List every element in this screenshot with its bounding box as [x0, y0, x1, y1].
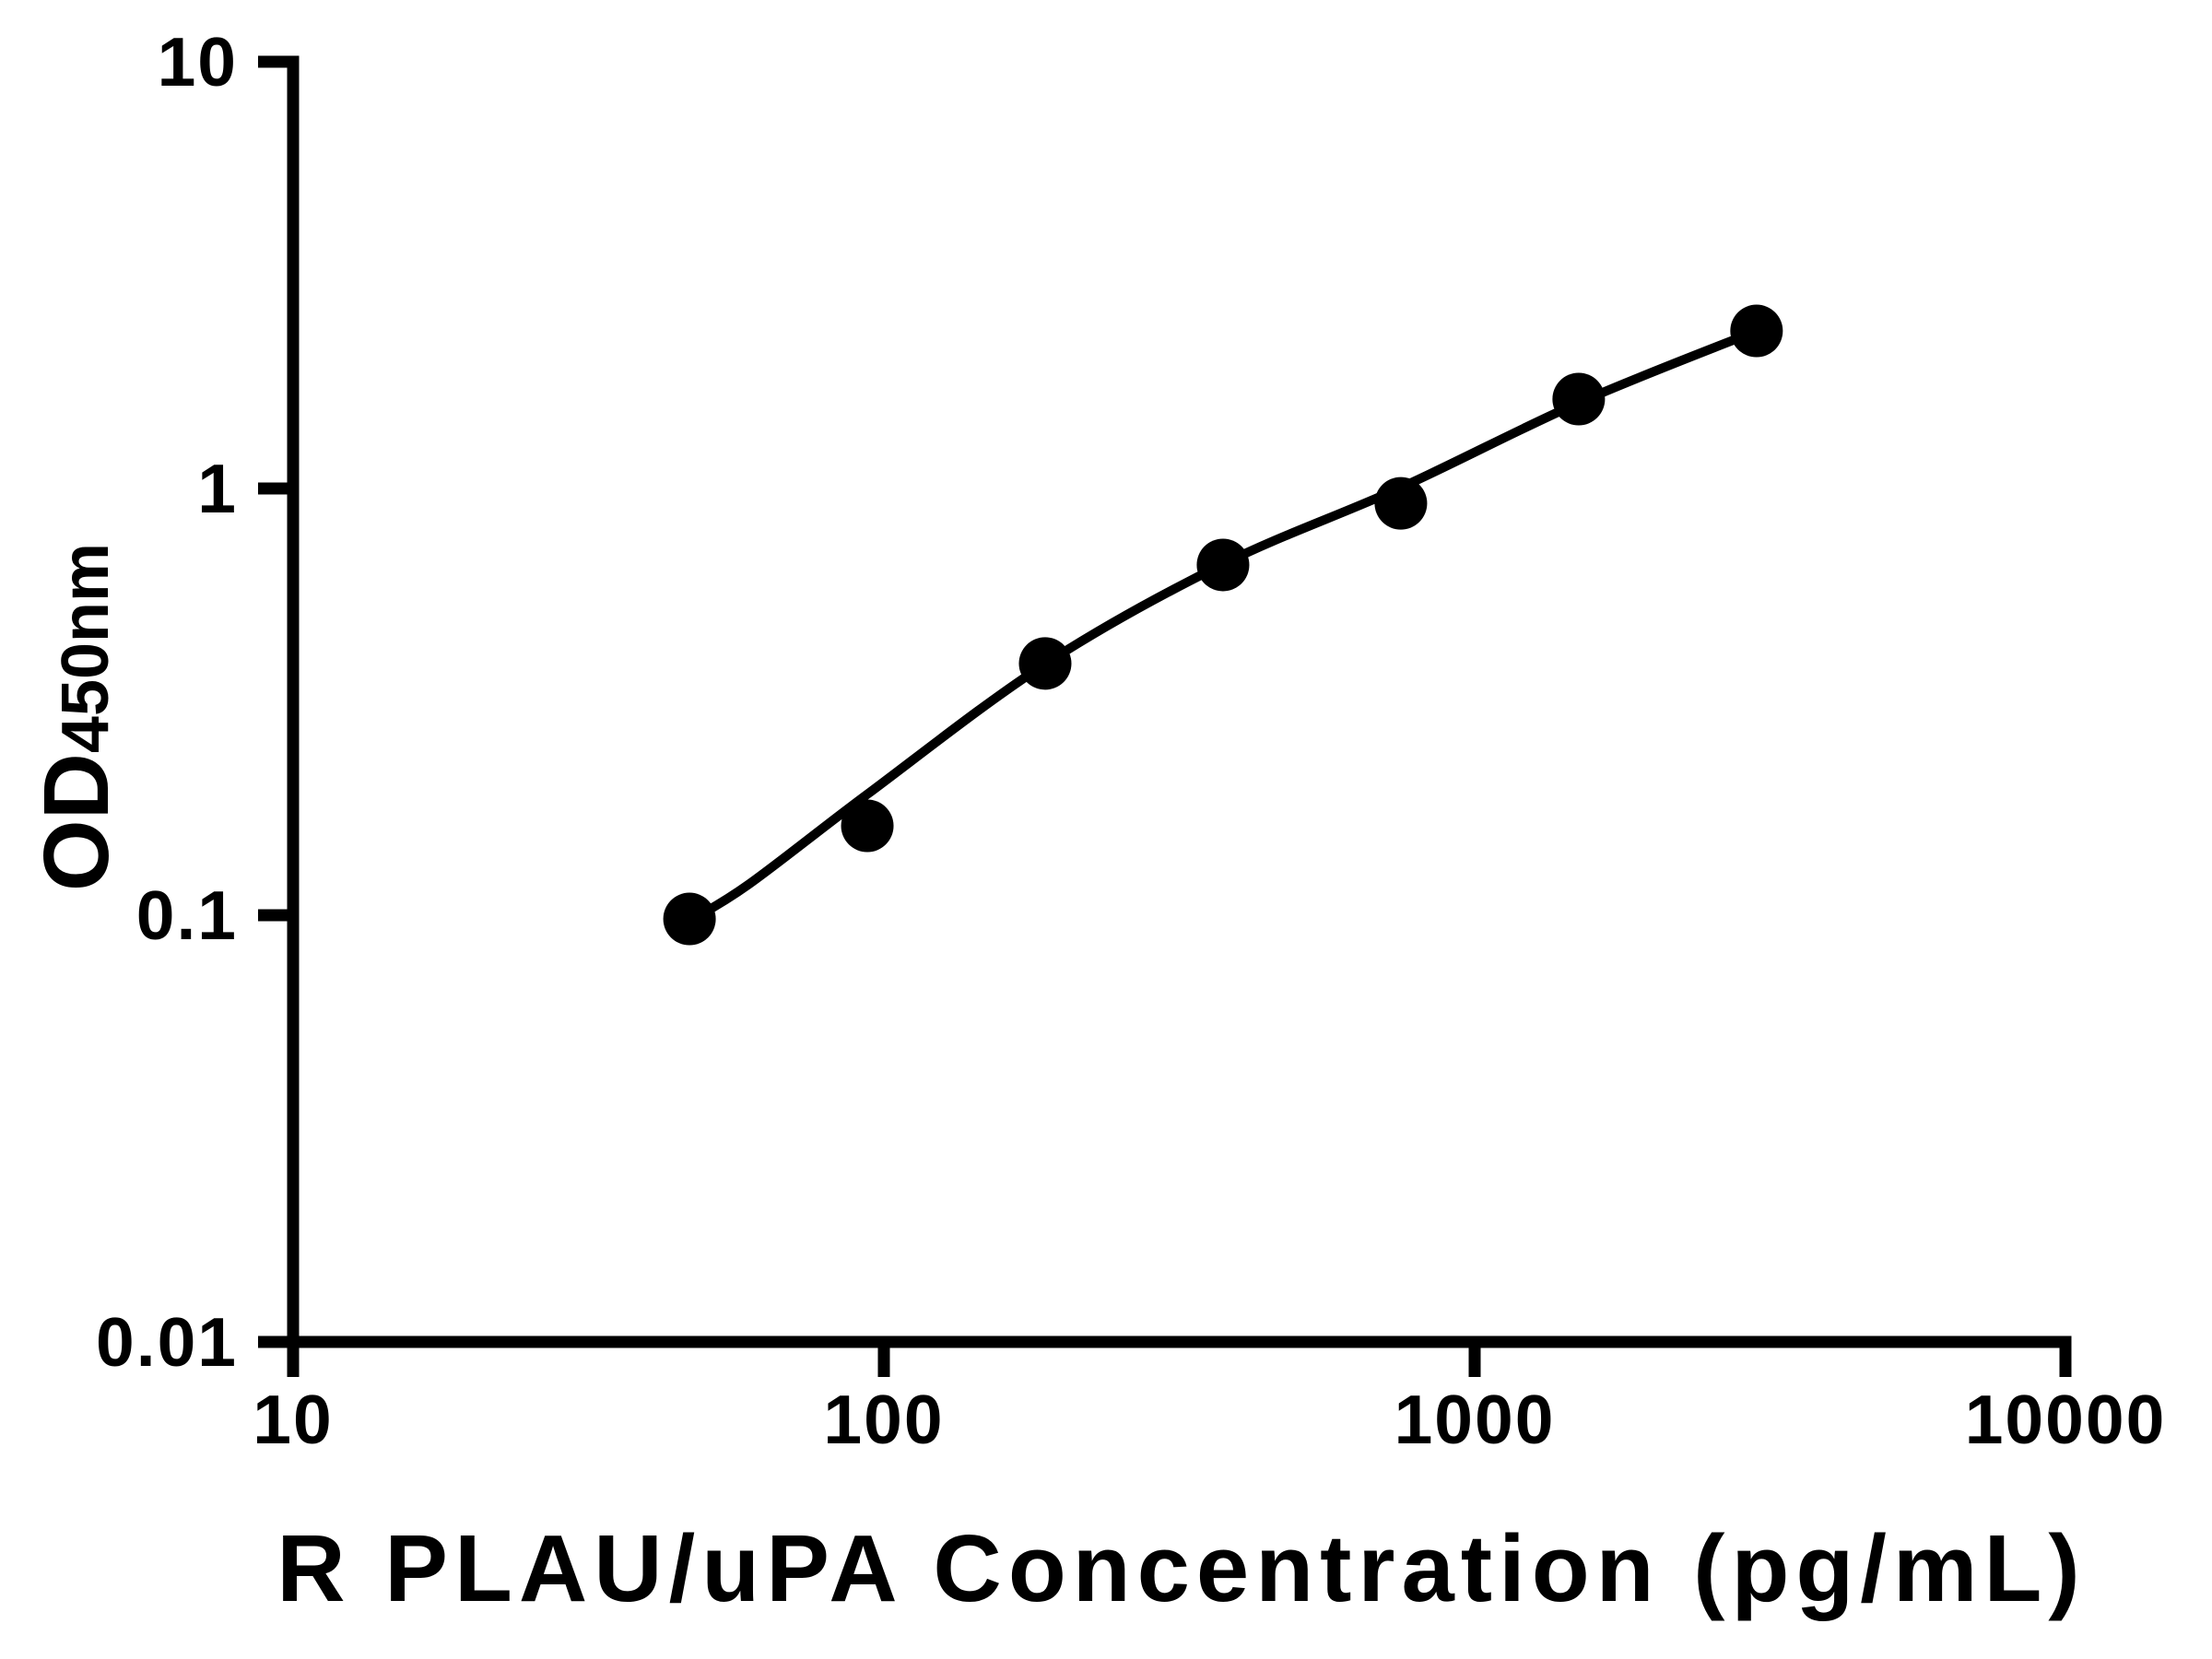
x-tick-label: 1000 — [1394, 1381, 1556, 1458]
data-point — [841, 799, 894, 853]
y-tick-label: 0.1 — [136, 877, 238, 954]
y-axis-title: OD450nm — [25, 543, 128, 891]
data-point — [1552, 372, 1606, 426]
data-point — [663, 892, 716, 946]
y-tick-label: 10 — [158, 23, 238, 100]
data-point — [1374, 477, 1428, 530]
y-axis-title-sub: 450nm — [49, 543, 123, 753]
y-tick-label: 1 — [197, 450, 238, 527]
y-tick-label: 0.01 — [96, 1303, 238, 1381]
x-tick-label: 10 — [253, 1381, 333, 1458]
x-tick-label: 100 — [823, 1381, 944, 1458]
data-point — [1196, 538, 1250, 592]
y-axis-title-main: OD — [25, 753, 128, 891]
x-tick-label: 10000 — [1965, 1381, 2167, 1458]
data-point — [1730, 304, 1783, 358]
data-point — [1018, 637, 1072, 690]
x-axis-title: R PLAU/uPA Concentration (pg/mL) — [276, 1515, 2086, 1621]
